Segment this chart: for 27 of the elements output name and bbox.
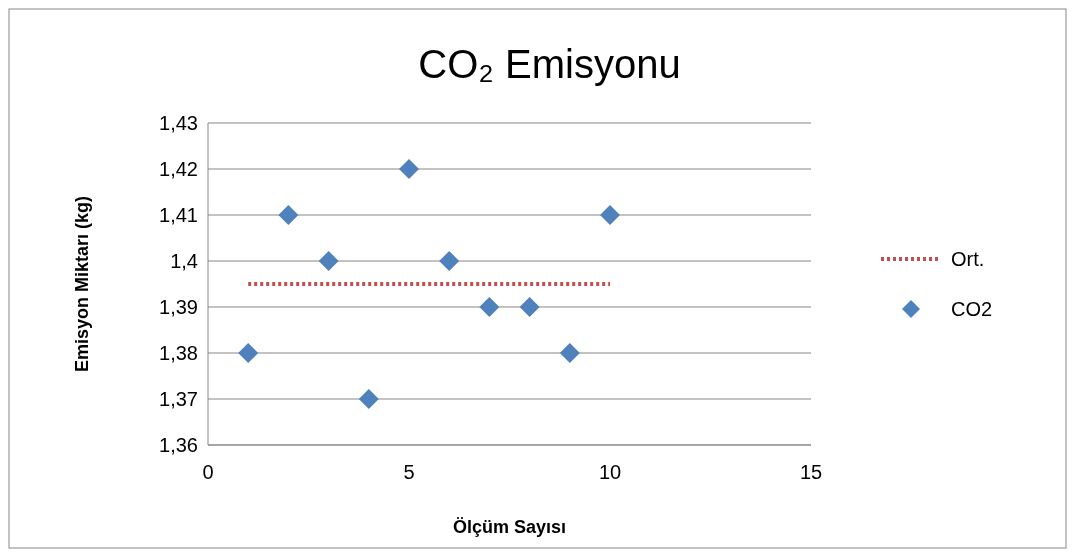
y-tick-label: 1,42: [159, 158, 198, 180]
point: [600, 205, 620, 225]
y-tick-label: 1,37: [159, 388, 198, 410]
x-tick-label: 5: [403, 461, 415, 483]
x-tick-label: 0: [202, 461, 214, 483]
point: [358, 389, 379, 409]
point: [519, 297, 540, 317]
point: [559, 343, 580, 363]
point: [439, 251, 460, 271]
y-tick-label: 1,41: [159, 204, 198, 226]
x-tick-label: 10: [598, 461, 622, 483]
x-tick-label: 15: [799, 461, 823, 483]
y-axis-title: Emisyon Miktarı (kg): [72, 195, 92, 373]
y-tick-label: 1,38: [159, 342, 198, 364]
x-axis-title: Ölçüm Sayısı: [452, 517, 567, 537]
point: [278, 205, 299, 225]
point: [479, 297, 500, 317]
y-tick-label: 1,39: [159, 296, 198, 318]
legend-label: CO2: [951, 298, 993, 320]
point: [238, 343, 259, 363]
legend-label: Ort.: [951, 248, 985, 270]
y-tick-label: 1,43: [159, 112, 198, 134]
point: [399, 159, 419, 179]
y-tick-label: 1,36: [159, 434, 198, 456]
y-tick-label: 1,4: [170, 250, 198, 272]
chart-title: CO₂ Emisyonu: [418, 42, 681, 86]
point: [318, 251, 339, 271]
